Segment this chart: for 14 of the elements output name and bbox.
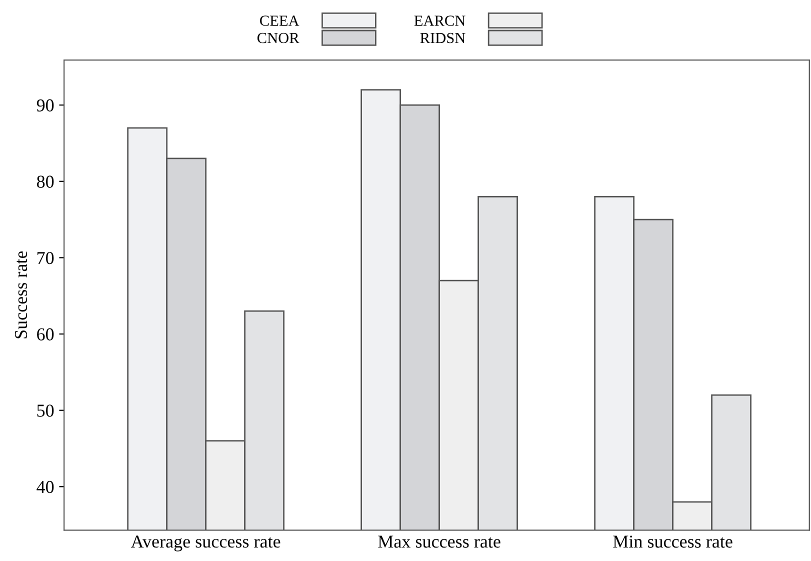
y-tick-label: 50	[37, 404, 54, 417]
legend-label: CEEA	[260, 16, 300, 26]
y-axis-title: Success rate	[14, 251, 28, 338]
legend-label: EARCN	[414, 16, 466, 26]
y-tick-label: 80	[36, 176, 54, 188]
x-tick-label: Max success rate	[378, 536, 500, 548]
y-tick-label: 40	[36, 480, 54, 494]
y-tick-label: 60	[37, 328, 54, 340]
x-tick-label: Min success rate	[613, 536, 732, 548]
legend-label: RIDSN	[420, 32, 466, 44]
legend-label: CNOR	[257, 32, 300, 44]
y-tick-label: 70	[37, 252, 54, 264]
x-tick-label: Average success rate	[130, 536, 280, 552]
y-tick-label: 90	[36, 99, 54, 112]
